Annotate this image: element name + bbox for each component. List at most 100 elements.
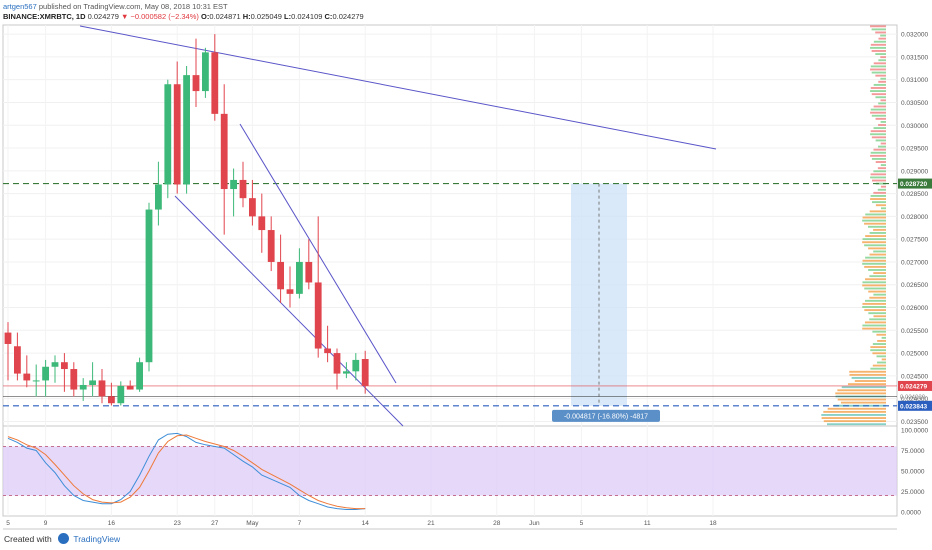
time-tick-label: 7: [298, 520, 302, 527]
time-tick-label: 14: [362, 520, 370, 527]
candle: [296, 248, 303, 299]
candle: [51, 355, 59, 383]
candle: [343, 362, 350, 379]
symbol-label: BINANCE:XMRBTC, 1D: [3, 12, 86, 21]
volume-profile-bar: [871, 136, 886, 139]
candle: [145, 202, 153, 372]
candle: [211, 34, 219, 121]
volume-profile-bar: [864, 321, 886, 324]
candle: [192, 38, 200, 108]
volume-profile-bar: [872, 364, 886, 367]
candle: [324, 325, 331, 363]
volume-profile-bar: [872, 201, 886, 204]
candle: [164, 79, 172, 199]
high-value: 0.025049: [250, 12, 282, 21]
candle: [230, 168, 237, 217]
candle-body: [108, 396, 115, 404]
volume-profile-bar: [873, 293, 886, 296]
candle-body: [258, 216, 266, 231]
volume-profile-bar: [877, 167, 886, 170]
volume-profile-bar: [881, 336, 886, 339]
volume-profile-bar: [851, 376, 886, 379]
candle: [155, 161, 162, 226]
candle: [249, 179, 256, 226]
volume-profile-bar: [877, 361, 886, 364]
candle: [4, 322, 12, 381]
candle-body: [70, 369, 78, 390]
stochastic-tick-label: 0.0000: [901, 509, 921, 516]
volume-profile-bar: [878, 37, 886, 40]
volume-profile-bar: [870, 87, 886, 89]
candle-body: [4, 332, 12, 344]
volume-profile-bar: [875, 31, 886, 34]
volume-profile-bar: [877, 145, 886, 148]
volume-profile-bar: [873, 272, 886, 275]
candle-body: [51, 362, 59, 367]
author-link[interactable]: artgen567: [3, 2, 37, 11]
volume-profile-bar: [875, 161, 886, 163]
volume-profile-bar: [862, 238, 886, 241]
volume-profile-bar: [870, 176, 886, 179]
volume-profile-bar: [870, 367, 886, 370]
volume-profile-bar: [878, 124, 886, 126]
candle: [305, 239, 313, 290]
tradingview-brand-link[interactable]: TradingView: [73, 534, 121, 544]
support-price-tag: 0.023843: [900, 403, 927, 410]
time-tick-label: 11: [644, 520, 651, 527]
candle: [183, 66, 190, 194]
volume-profile-bar: [871, 179, 886, 182]
price-tick-label: 0.023500: [901, 419, 928, 426]
stochastic-d-line: [7, 434, 366, 510]
volume-profile-bar: [870, 68, 886, 71]
candle: [108, 382, 115, 406]
price-tick-label: 0.028500: [901, 191, 928, 198]
footer: Created with TradingView: [4, 533, 121, 545]
stochastic-tick-label: 50.0000: [901, 469, 925, 476]
volume-profile-bar: [873, 105, 886, 108]
current-price-tag: 0.024279: [900, 383, 927, 390]
volume-profile-bar: [864, 287, 886, 290]
support-price-tag-bg: [898, 400, 932, 411]
candle-body: [211, 52, 219, 114]
open-value: 0.024871: [209, 12, 241, 21]
volume-profile-bar: [862, 219, 886, 222]
candle-body: [305, 261, 313, 283]
volume-profile-bar: [835, 392, 886, 395]
volume-profile-bar: [870, 346, 886, 349]
price-tick-label: 0.032000: [901, 32, 928, 39]
volume-profile-bar: [871, 114, 886, 117]
candle: [286, 266, 294, 308]
volume-profile-bar: [869, 275, 886, 278]
volume-profile-bar: [871, 28, 886, 31]
candle-body: [183, 75, 190, 185]
low-value: 0.024109: [291, 12, 323, 21]
volume-profile-bar: [862, 259, 886, 262]
price-tick-label: 0.024000: [901, 396, 928, 403]
candle-body: [333, 353, 341, 374]
candle: [258, 193, 266, 253]
last-price: 0.024279: [87, 12, 119, 21]
close-label: C:: [324, 12, 333, 21]
candle-body: [296, 261, 303, 294]
stochastic-tick-label: 25.0000: [901, 489, 925, 496]
candle-body: [239, 179, 247, 199]
volume-profile-bar: [871, 93, 886, 96]
candle-body: [173, 84, 181, 185]
volume-profile-bar: [870, 198, 886, 200]
volume-profile-bar: [869, 253, 886, 256]
volume-profile-bar: [821, 414, 886, 416]
price-tick-label: 0.030000: [901, 123, 928, 130]
volume-profile-bar: [875, 182, 886, 185]
volume-profile-bar: [827, 423, 886, 426]
volume-profile-bar: [849, 370, 886, 373]
candle: [361, 350, 369, 394]
volume-profile-bar: [881, 358, 886, 361]
volume-profile-bar: [827, 407, 886, 410]
candle-body: [249, 198, 256, 217]
candle: [333, 348, 341, 390]
candle: [89, 362, 96, 397]
volume-profile-bar: [873, 83, 886, 86]
volume-profile-bar: [870, 133, 886, 136]
volume-profile-bar: [870, 90, 886, 93]
